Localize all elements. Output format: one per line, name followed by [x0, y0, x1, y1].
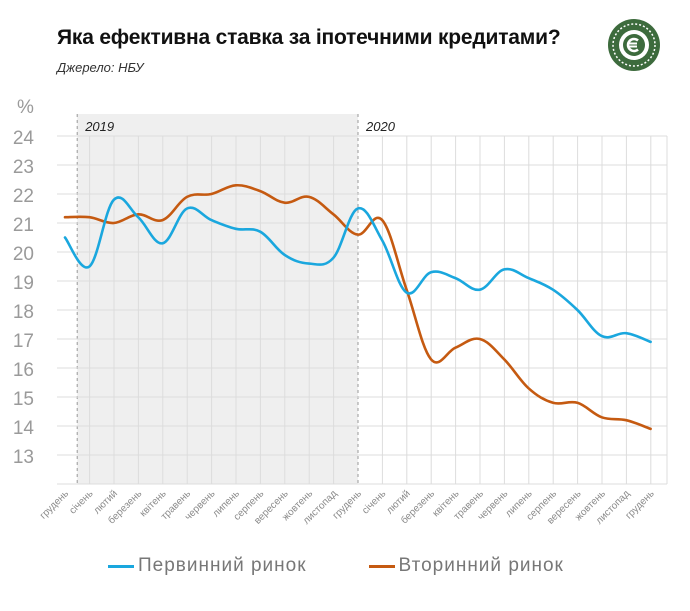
y-tick-label: 21 [13, 215, 34, 236]
legend-label-secondary: Вторинний ринок [398, 555, 564, 576]
x-tick-label: грудень [38, 488, 71, 521]
y-tick-label: 15 [13, 389, 34, 410]
legend-label-primary: Первинний ринок [138, 555, 307, 576]
y-tick-label: 22 [13, 186, 34, 207]
chart-source: Джерело: НБУ [57, 60, 144, 75]
year-label-2019: 2019 [84, 119, 114, 134]
series-line-secondary-market [63, 183, 652, 431]
line-chart: 13 14 15 16 17 18 19 20 21 22 23 24% 2019 2020 грудень… [13, 97, 668, 527]
year-label-2020: 2020 [365, 119, 396, 134]
x-tick-label: січень [67, 488, 95, 516]
y-tick-label: 19 [13, 273, 34, 294]
y-tick-label: 24 [13, 128, 35, 149]
logo-icon [608, 19, 660, 71]
y-tick-label: 14 [13, 418, 35, 439]
chart-legend: Первинний ринок Вторинний ринок [108, 555, 564, 577]
y-tick-label: 23 [13, 157, 34, 178]
chart-title: Яка ефективна ставка за іпотечними креди… [57, 26, 561, 49]
y-tick-label: 18 [13, 302, 34, 323]
legend-item-primary: Первинний ринок [108, 555, 307, 577]
year-2019-shading [77, 114, 358, 484]
y-tick-label: 20 [13, 244, 34, 265]
y-tick-label: 16 [13, 360, 34, 381]
series-line-primary-market [63, 196, 652, 344]
legend-swatch-secondary [368, 564, 395, 568]
legend-swatch-primary [108, 564, 134, 568]
legend-item-secondary: Вторинний ринок [368, 555, 564, 577]
y-tick-label: 13 [13, 447, 34, 468]
x-tick-label: січень [360, 488, 388, 516]
y-tick-label: 17 [13, 331, 34, 352]
y-axis-unit-label: % [17, 97, 34, 118]
